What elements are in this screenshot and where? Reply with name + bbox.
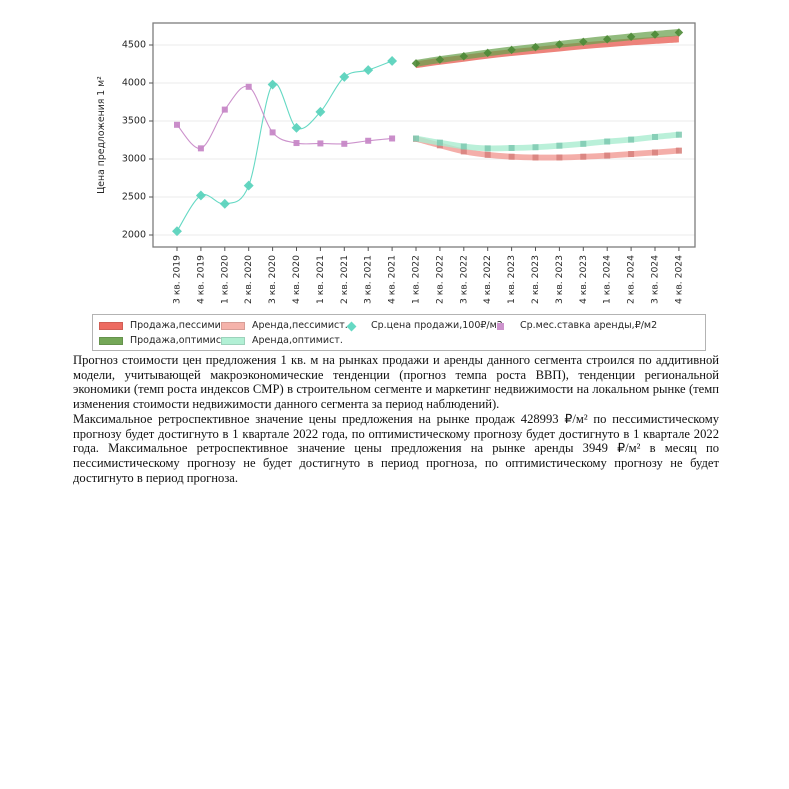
legend-item-avg-sale-price: Ср.цена продажи,100₽/м2 (340, 320, 503, 332)
svg-text:4 кв. 2020: 4 кв. 2020 (291, 255, 302, 304)
forecast-description-text: Прогноз стоимости цен предложения 1 кв. … (73, 353, 719, 485)
clipped-content-strip (140, 0, 697, 5)
svg-text:2 кв. 2022: 2 кв. 2022 (434, 255, 445, 304)
svg-text:1 кв. 2023: 1 кв. 2023 (506, 255, 517, 304)
svg-text:1 кв. 2022: 1 кв. 2022 (411, 255, 422, 304)
svg-text:1 кв. 2021: 1 кв. 2021 (315, 255, 326, 304)
legend-item-sale-optimistic: Продажа,оптимист. (99, 335, 230, 347)
sale-pessimistic-swatch-icon (99, 322, 123, 330)
svg-text:4 кв. 2023: 4 кв. 2023 (578, 255, 589, 304)
svg-text:4 кв. 2019: 4 кв. 2019 (195, 255, 206, 304)
svg-text:3000: 3000 (122, 154, 146, 165)
svg-text:3 кв. 2024: 3 кв. 2024 (650, 255, 661, 304)
rent-pessimistic-swatch-icon (221, 322, 245, 330)
svg-text:Цена предложения 1 м²: Цена предложения 1 м² (96, 76, 107, 194)
svg-text:3 кв. 2019: 3 кв. 2019 (172, 255, 183, 304)
svg-text:3500: 3500 (122, 116, 146, 127)
sale-optimistic-swatch-icon (99, 337, 123, 345)
legend-label: Ср.мес.ставка аренды,₽/м2 (520, 320, 658, 332)
legend-item-sale-pessimistic: Продажа,пессимист. (99, 320, 235, 332)
paragraph-max-values: Максимальное ретроспективное значение це… (73, 411, 719, 485)
svg-text:3 кв. 2021: 3 кв. 2021 (363, 255, 374, 304)
svg-text:3 кв. 2023: 3 кв. 2023 (554, 255, 565, 304)
svg-text:2 кв. 2020: 2 кв. 2020 (243, 255, 254, 304)
chart-canvas: 2000 2500 3000 3500 4000 4500 3 кв. 2019 4 кв. … (96, 22, 696, 304)
svg-text:2500: 2500 (122, 192, 146, 203)
legend-label: Продажа,оптимист. (130, 335, 230, 347)
legend-label: Продажа,пессимист. (130, 320, 235, 332)
svg-text:3 кв. 2022: 3 кв. 2022 (458, 255, 469, 304)
svg-text:2 кв. 2021: 2 кв. 2021 (339, 255, 350, 304)
price-forecast-chart: 2000 2500 3000 3500 4000 4500 3 кв. 2019 4 кв. … (90, 12, 710, 312)
rent-optimistic-swatch-icon (221, 337, 245, 345)
legend-item-avg-rent-rate: Ср.мес.ставка аренды,₽/м2 (489, 320, 657, 332)
svg-text:4 кв. 2024: 4 кв. 2024 (673, 255, 684, 304)
rent-rate-square-icon (497, 322, 504, 330)
paragraph-model-description: Прогноз стоимости цен предложения 1 кв. … (73, 353, 719, 412)
svg-text:4 кв. 2021: 4 кв. 2021 (387, 255, 398, 304)
svg-text:1 кв. 2020: 1 кв. 2020 (219, 255, 230, 304)
svg-text:3 кв. 2020: 3 кв. 2020 (267, 255, 278, 304)
svg-text:4000: 4000 (122, 78, 146, 89)
svg-text:4500: 4500 (122, 40, 146, 51)
svg-text:1 кв. 2024: 1 кв. 2024 (602, 255, 613, 304)
legend-label: Аренда,оптимист. (252, 335, 343, 347)
legend-item-rent-pessimistic: Аренда,пессимист. (221, 320, 348, 332)
legend-item-rent-optimistic: Аренда,оптимист. (221, 335, 343, 347)
svg-text:4 кв. 2022: 4 кв. 2022 (482, 255, 493, 304)
sale-price-diamond-icon (346, 321, 357, 331)
svg-text:2000: 2000 (122, 230, 146, 241)
chart-legend: Продажа,пессимист. Аренда,пессимист. Ср.… (92, 314, 706, 351)
svg-text:2 кв. 2024: 2 кв. 2024 (626, 255, 637, 304)
svg-text:2 кв. 2023: 2 кв. 2023 (530, 255, 541, 304)
legend-label: Аренда,пессимист. (252, 320, 348, 332)
legend-label: Ср.цена продажи,100₽/м2 (371, 320, 503, 332)
